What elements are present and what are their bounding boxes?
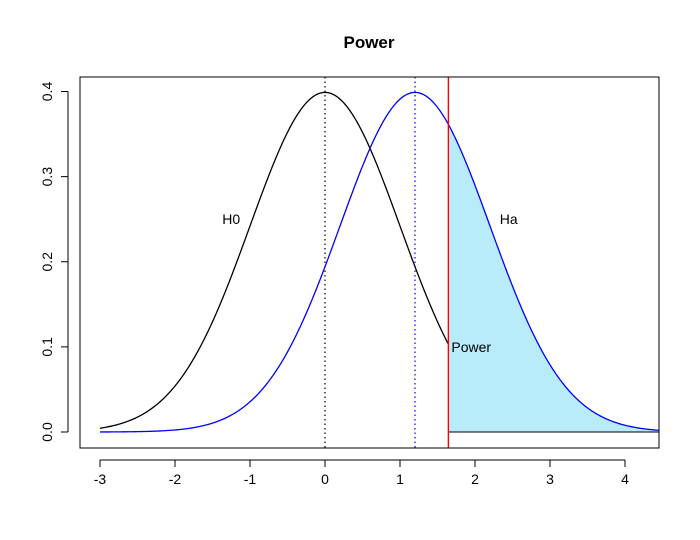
x-tick-label: 0 — [321, 471, 329, 487]
y-tick-label: 0.1 — [39, 337, 55, 357]
axes: -3 -2 -1 0 1 2 3 4 0.0 0.1 0.2 0.3 0.4 — [39, 76, 660, 487]
annotations: H0 Ha Power — [222, 211, 518, 355]
annotation-ha: Ha — [500, 211, 518, 227]
plot-frame — [79, 76, 660, 449]
power-shaded-region — [448, 124, 659, 432]
h0-density-curve — [99, 91, 449, 429]
plot-area — [99, 77, 659, 448]
plot-clip-group — [99, 77, 659, 448]
x-tick-label: 4 — [621, 471, 629, 487]
chart-title: Power — [343, 33, 394, 52]
x-tick-label: 1 — [396, 471, 404, 487]
y-tick-label: 0.2 — [39, 252, 55, 272]
y-tick-label: 0.4 — [39, 82, 55, 102]
y-tick-label: 0.3 — [39, 167, 55, 187]
x-tick-label: -3 — [94, 471, 107, 487]
x-tick-label: -2 — [169, 471, 182, 487]
x-tick-label: 2 — [471, 471, 479, 487]
x-tick-label: 3 — [546, 471, 554, 487]
y-tick-label: 0.0 — [39, 422, 55, 442]
annotation-power: Power — [451, 339, 491, 355]
ha-density-curve — [99, 91, 659, 433]
annotation-h0: H0 — [222, 211, 240, 227]
x-tick-label: -1 — [244, 471, 257, 487]
